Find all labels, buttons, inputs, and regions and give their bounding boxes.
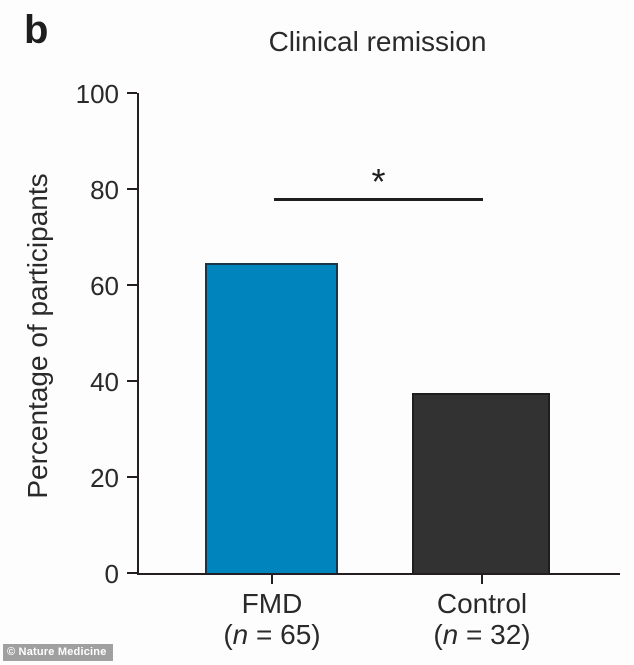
y-tick-mark <box>127 284 137 286</box>
panel-label: b <box>24 8 49 52</box>
x-label-fmd: FMD (n = 65) <box>162 588 382 650</box>
y-tick-mark <box>127 572 137 574</box>
y-tick-label: 60 <box>90 271 119 301</box>
significance-line: * <box>274 164 483 201</box>
sample-size-label: (n = 65) <box>223 619 321 650</box>
category-label: FMD <box>241 588 303 619</box>
category-label: Control <box>436 588 528 619</box>
bar-fmd <box>205 263 338 573</box>
x-tick-fmd <box>271 573 273 584</box>
x-label-control: Control (n = 32) <box>372 588 592 650</box>
y-tick-mark <box>127 188 137 190</box>
y-tick-mark <box>127 92 137 94</box>
sample-size-label: (n = 32) <box>433 619 531 650</box>
plot-area: 0 20 40 60 80 100 * FMD (n = 65) Control (n =… <box>76 79 620 650</box>
bar-control <box>412 393 550 573</box>
y-tick-label: 40 <box>90 367 119 397</box>
chart-title: Clinical remission <box>268 26 487 57</box>
watermark: © Nature Medicine <box>3 644 113 661</box>
x-tick-control <box>481 573 483 584</box>
significance-star: * <box>371 161 386 202</box>
y-tick-mark <box>127 380 137 382</box>
y-tick-label: 80 <box>90 175 119 205</box>
y-axis-label: Percentage of participants <box>22 173 53 499</box>
y-tick-mark <box>127 476 137 478</box>
y-tick-label: 20 <box>90 463 119 493</box>
y-tick-label: 100 <box>75 79 119 109</box>
y-tick-label: 0 <box>104 559 119 589</box>
